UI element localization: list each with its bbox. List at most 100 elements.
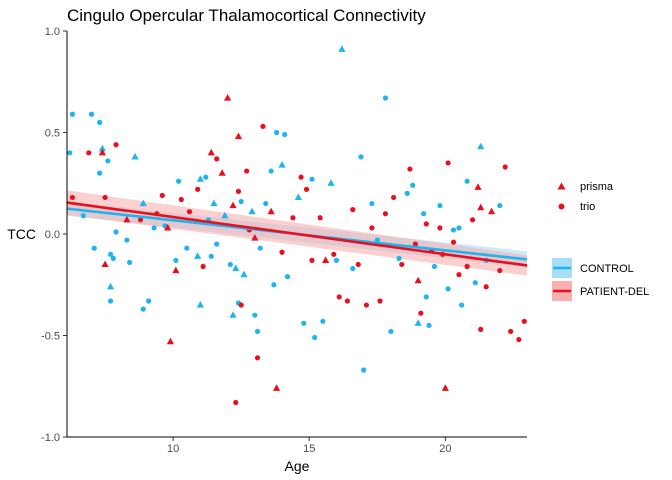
point-patient-del-circle: [363, 302, 370, 308]
point-control-circle: [312, 334, 318, 341]
legend-item-trio: trio: [558, 201, 595, 213]
point-patient-del-circle: [399, 261, 405, 268]
point-control-circle: [437, 202, 443, 209]
point-patient-del-circle: [418, 310, 424, 316]
legend-circle-icon: [558, 203, 565, 210]
point-control-circle: [309, 176, 315, 182]
point-patient-del-circle: [391, 194, 397, 201]
axes: 10 15 20 -1.0 -0.5 0.0 0.5 1.0: [41, 26, 527, 455]
point-patient-del-circle: [478, 326, 484, 333]
point-control-circle: [80, 213, 86, 219]
point-patient-del-circle: [86, 150, 92, 156]
point-control-triangle: [327, 179, 335, 186]
x-axis-title: Age: [285, 458, 310, 474]
point-patient-del-circle: [445, 160, 451, 166]
point-control-circle: [464, 178, 470, 184]
point-control-circle: [146, 298, 152, 304]
y-axis-ticks: -1.0 -0.5 0.0 0.5 1.0: [41, 26, 67, 444]
point-control-circle: [459, 302, 465, 308]
point-control-triangle: [338, 45, 346, 52]
point-control-circle: [107, 298, 114, 304]
point-control-circle: [113, 229, 119, 235]
point-patient-del-circle: [483, 284, 489, 290]
point-patient-del-triangle: [488, 207, 496, 215]
point-control-circle: [140, 306, 146, 312]
y-tick-label: 0.0: [45, 229, 60, 241]
point-patient-del-circle: [279, 249, 285, 255]
point-control-triangle: [196, 175, 204, 182]
point-patient-del-triangle: [207, 148, 215, 156]
point-patient-del-circle: [336, 294, 342, 300]
chart-title: Cingulo Opercular Thalamocortical Connec…: [67, 6, 426, 25]
fit-lines: [66, 201, 528, 267]
point-control-circle: [358, 154, 364, 160]
legend-label-trio: trio: [580, 201, 595, 213]
point-control-circle: [420, 211, 427, 217]
point-patient-del-circle: [450, 239, 457, 245]
x-tick-label: 15: [303, 443, 315, 455]
point-patient-del-triangle: [172, 266, 180, 274]
point-patient-del-circle: [235, 188, 242, 194]
y-axis-title: TCC: [7, 226, 36, 242]
point-patient-del-circle: [377, 298, 383, 304]
point-control-triangle: [221, 211, 229, 219]
point-control-triangle: [139, 199, 147, 207]
point-control-triangle: [210, 199, 218, 207]
point-patient-del-triangle: [441, 384, 449, 391]
point-control-circle: [382, 95, 389, 101]
point-patient-del-circle: [303, 186, 310, 192]
point-patient-del-triangle: [267, 207, 275, 215]
point-control-triangle: [98, 144, 106, 152]
shape-legend: prisma trio: [557, 181, 614, 213]
point-control-circle: [273, 129, 280, 136]
point-patient-del-circle: [244, 168, 250, 174]
point-control-circle: [107, 251, 114, 257]
point-patient-del-circle: [502, 164, 508, 170]
point-control-circle: [450, 227, 457, 233]
point-control-circle: [227, 261, 233, 268]
point-control-circle: [396, 255, 402, 261]
point-patient-del-triangle: [101, 260, 109, 268]
point-control-circle: [173, 257, 179, 263]
point-control-circle: [97, 119, 103, 125]
point-control-circle: [263, 200, 269, 207]
point-patient-del-triangle: [98, 148, 106, 156]
point-patient-del-circle: [254, 355, 261, 361]
point-patient-del-circle: [412, 241, 419, 247]
point-control-triangle: [196, 301, 204, 308]
point-patient-del-triangle: [123, 215, 131, 223]
point-patient-del-triangle: [223, 93, 232, 101]
point-control-circle: [361, 367, 367, 373]
point-control-circle: [456, 225, 462, 231]
point-control-circle: [203, 174, 209, 180]
point-control-circle: [97, 170, 103, 176]
point-patient-del-circle: [516, 336, 522, 343]
point-patient-del-triangle: [251, 234, 259, 241]
point-control-circle: [252, 312, 258, 318]
point-control-triangle: [248, 207, 256, 215]
point-patient-del-circle: [195, 186, 201, 192]
y-tick-label: -0.5: [41, 331, 60, 343]
point-control-circle: [208, 253, 214, 259]
point-control-triangle: [414, 319, 422, 326]
point-control-triangle: [106, 282, 115, 290]
point-patient-del-circle: [178, 196, 184, 203]
legend-item-prisma: prisma: [557, 181, 614, 193]
point-patient-del-circle: [464, 263, 470, 270]
point-control-triangle: [229, 311, 237, 318]
legend-item-control: CONTROL: [552, 258, 634, 278]
point-control-circle: [472, 280, 478, 286]
point-patient-del-circle: [238, 302, 244, 308]
point-control-circle: [214, 241, 220, 247]
point-control-circle: [404, 190, 410, 196]
y-tick-label: 0.5: [45, 128, 60, 140]
legend-label-prisma: prisma: [580, 181, 614, 193]
point-patient-del-triangle: [164, 223, 172, 231]
point-control-circle: [271, 282, 277, 288]
point-control-circle: [410, 182, 416, 188]
group-legend: CONTROL PATIENT-DEL: [552, 258, 649, 301]
point-patient-del-circle: [456, 272, 462, 278]
point-control-circle: [388, 328, 394, 335]
point-patient-del-circle: [317, 215, 323, 221]
